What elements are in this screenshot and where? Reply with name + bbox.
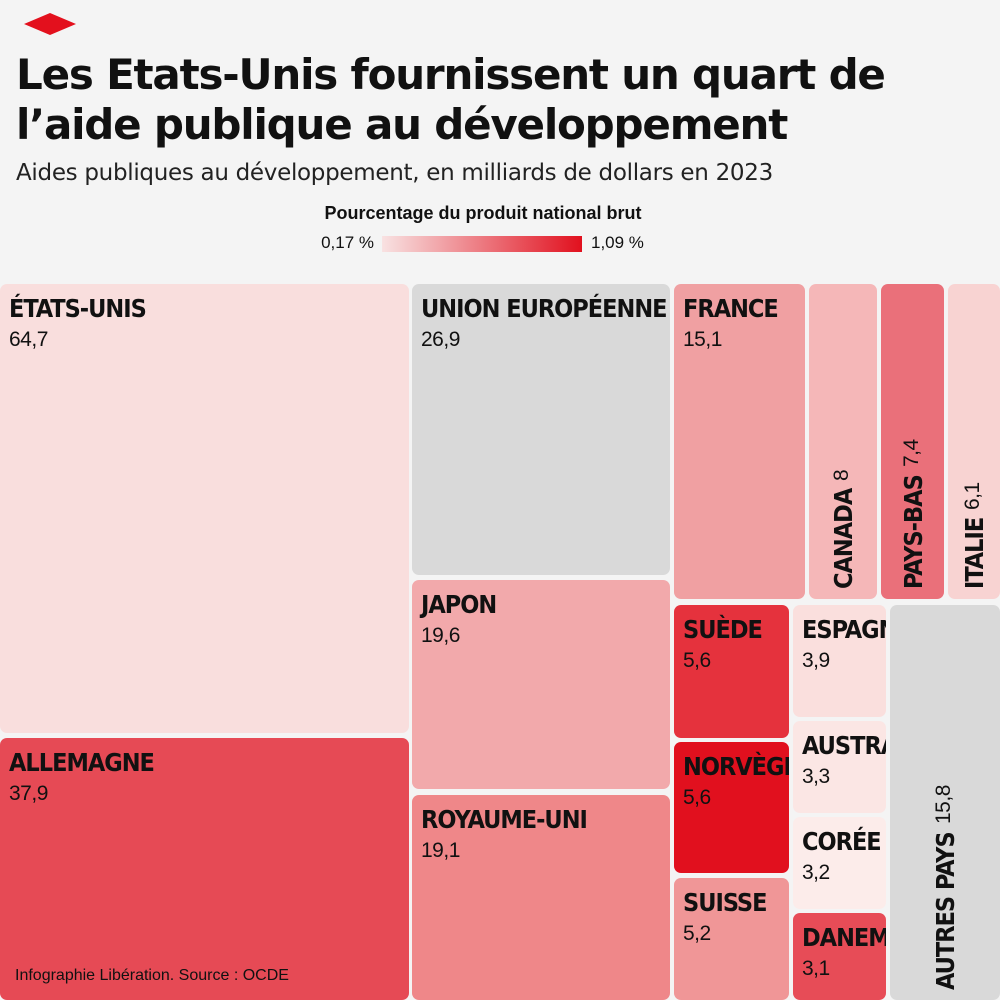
- tile-value-italie: 6,1: [961, 482, 984, 510]
- page-subtitle: Aides publiques au développement, en mil…: [16, 160, 773, 186]
- legend-max-label: 1,09 %: [591, 233, 644, 252]
- tile-coree: CORÉE 3,2: [793, 817, 886, 909]
- tile-label-suede: SUÈDE: [683, 615, 763, 644]
- tile-value-espagne: 3,9: [802, 649, 830, 672]
- tile-label-royaume-uni: ROYAUME-UNI: [421, 805, 588, 834]
- tile-label-allemagne: ALLEMAGNE: [9, 748, 155, 777]
- tile-value-suede: 5,6: [683, 649, 711, 672]
- tile-espagne: ESPAGNE 3,9: [793, 605, 886, 717]
- tile-label-canada: CANADA: [829, 488, 858, 589]
- tile-union-europeenne: UNION EUROPÉENNE 26,9: [412, 284, 670, 575]
- page-title: Les Etats-Unis fournissent un quart de l…: [16, 50, 886, 149]
- tile-label-australie: AUSTRALIE: [802, 731, 886, 760]
- tile-label-danemark: DANEMARK: [802, 923, 886, 952]
- tile-value-union-europeenne: 26,9: [421, 328, 460, 351]
- tile-italie: ITALIE 6,1: [948, 284, 1000, 599]
- tile-value-coree: 3,2: [802, 861, 830, 884]
- liberation-logo-icon: [24, 13, 76, 35]
- tile-label-france: FRANCE: [683, 294, 779, 323]
- tile-label-norvege: NORVÈGE: [683, 752, 789, 781]
- tile-label-union-europeenne: UNION EUROPÉENNE: [421, 294, 668, 323]
- tile-label-italie: ITALIE: [960, 517, 989, 589]
- tile-value-australie: 3,3: [802, 765, 830, 788]
- tile-value-etats-unis: 64,7: [9, 328, 48, 351]
- tile-value-royaume-uni: 19,1: [421, 839, 460, 862]
- tile-norvege: NORVÈGE 5,6: [674, 742, 789, 873]
- tile-value-danemark: 3,1: [802, 957, 830, 980]
- legend-title: Pourcentage du produit national brut: [324, 203, 642, 223]
- tile-value-france: 15,1: [683, 328, 722, 351]
- tile-label-pays-bas: PAYS-BAS: [898, 475, 928, 589]
- tile-value-norvege: 5,6: [683, 786, 711, 809]
- tile-allemagne: ALLEMAGNE 37,9: [0, 738, 409, 1000]
- legend-min-label: 0,17 %: [321, 233, 374, 252]
- tile-value-suisse: 5,2: [683, 922, 711, 945]
- source-credit: Infographie Libération. Source : OCDE: [15, 967, 289, 984]
- tile-canada: CANADA 8: [809, 284, 877, 599]
- tile-australie: AUSTRALIE 3,3: [793, 721, 886, 813]
- tile-japon: JAPON 19,6: [412, 580, 670, 789]
- tile-france: FRANCE 15,1: [674, 284, 805, 599]
- tile-label-coree: CORÉE: [802, 827, 882, 856]
- tile-value-autres-pays: 15,8: [932, 785, 955, 825]
- tile-value-canada: 8: [830, 469, 853, 481]
- tile-suisse: SUISSE 5,2: [674, 878, 789, 1000]
- tile-value-japon: 19,6: [421, 624, 460, 647]
- tile-suede: SUÈDE 5,6: [674, 605, 789, 738]
- tile-value-pays-bas: 7,4: [899, 439, 923, 468]
- tile-label-suisse: SUISSE: [683, 888, 767, 917]
- tile-etats-unis: ÉTATS-UNIS 64,7: [0, 284, 409, 733]
- legend-color-gradient: [382, 236, 582, 252]
- tile-label-etats-unis: ÉTATS-UNIS: [9, 294, 147, 323]
- tile-danemark: DANEMARK 3,1: [793, 913, 886, 1000]
- tile-label-autres-pays: AUTRES PAYS: [931, 832, 960, 990]
- tile-label-japon: JAPON: [421, 590, 497, 619]
- tile-royaume-uni: ROYAUME-UNI 19,1: [412, 795, 670, 1000]
- tile-label-espagne: ESPAGNE: [802, 615, 886, 644]
- tile-value-allemagne: 37,9: [9, 782, 48, 805]
- tile-pays-bas: PAYS-BAS 7,4: [881, 284, 944, 599]
- tile-autres-pays: AUTRES PAYS 15,8: [890, 605, 1000, 1000]
